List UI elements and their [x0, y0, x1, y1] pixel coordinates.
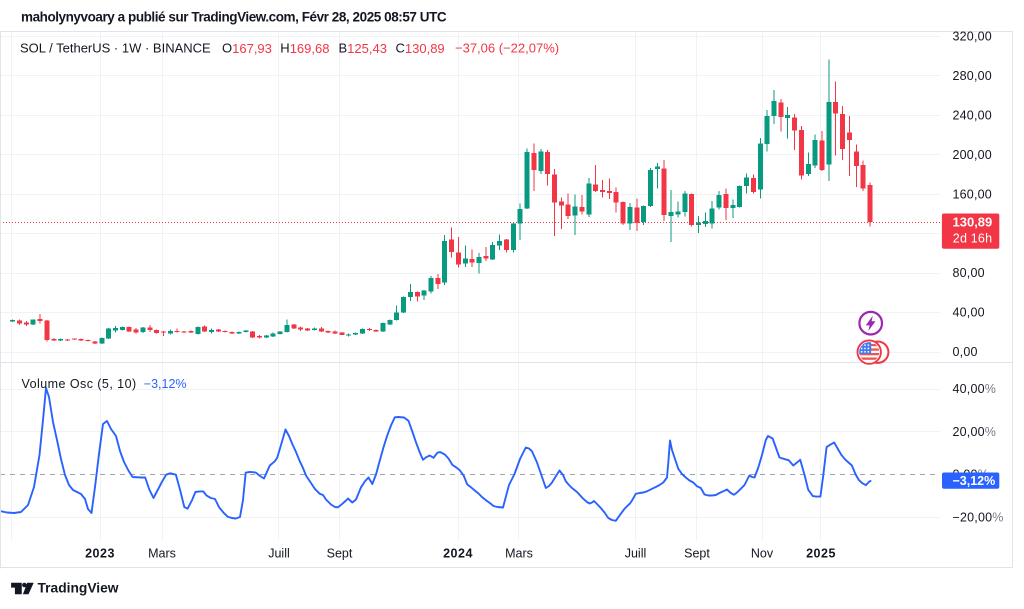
svg-text:40,00: 40,00: [953, 306, 985, 320]
svg-text:Juill: Juill: [268, 547, 290, 561]
svg-text:−37,06 (−22,07%): −37,06 (−22,07%): [455, 40, 559, 55]
svg-text:O167,93: O167,93: [222, 40, 272, 55]
svg-text:0,00: 0,00: [953, 345, 978, 359]
svg-text:SOL / TetherUS · 1W · BINANCE: SOL / TetherUS · 1W · BINANCE: [20, 40, 211, 55]
svg-text:Sept: Sept: [684, 547, 710, 561]
svg-text:80,00: 80,00: [953, 266, 985, 280]
svg-text:Mars: Mars: [505, 547, 533, 561]
svg-text:240,00: 240,00: [953, 108, 992, 122]
svg-text:2024: 2024: [443, 547, 473, 561]
svg-text:Juill: Juill: [625, 547, 647, 561]
svg-text:Sept: Sept: [327, 547, 353, 561]
svg-text:200,00: 200,00: [953, 148, 992, 162]
svg-text:320,00: 320,00: [953, 30, 992, 44]
svg-text:2d 16h: 2d 16h: [953, 232, 992, 246]
svg-text:TradingView: TradingView: [38, 581, 119, 596]
svg-text:−3,12%: −3,12%: [144, 377, 187, 391]
svg-text:Mars: Mars: [148, 547, 176, 561]
svg-text:280,00: 280,00: [953, 69, 992, 83]
svg-text:130,89: 130,89: [953, 215, 993, 230]
svg-text:40,00%: 40,00%: [953, 382, 997, 396]
svg-text:20,00%: 20,00%: [953, 425, 997, 439]
svg-text:Volume Osc (5, 10): Volume Osc (5, 10): [22, 377, 137, 391]
svg-text:160,00: 160,00: [953, 187, 992, 201]
svg-text:H169,68: H169,68: [280, 40, 329, 55]
svg-text:C130,89: C130,89: [396, 40, 445, 55]
svg-text:maholynyvoary a publié sur Tra: maholynyvoary a publié sur TradingView.c…: [21, 9, 447, 24]
svg-text:−20,00%: −20,00%: [953, 511, 1004, 525]
svg-text:2025: 2025: [806, 547, 836, 561]
svg-text:2023: 2023: [85, 547, 115, 561]
svg-text:B125,43: B125,43: [339, 40, 387, 55]
svg-text:−3,12%: −3,12%: [953, 474, 996, 488]
svg-text:Nov: Nov: [751, 547, 774, 561]
